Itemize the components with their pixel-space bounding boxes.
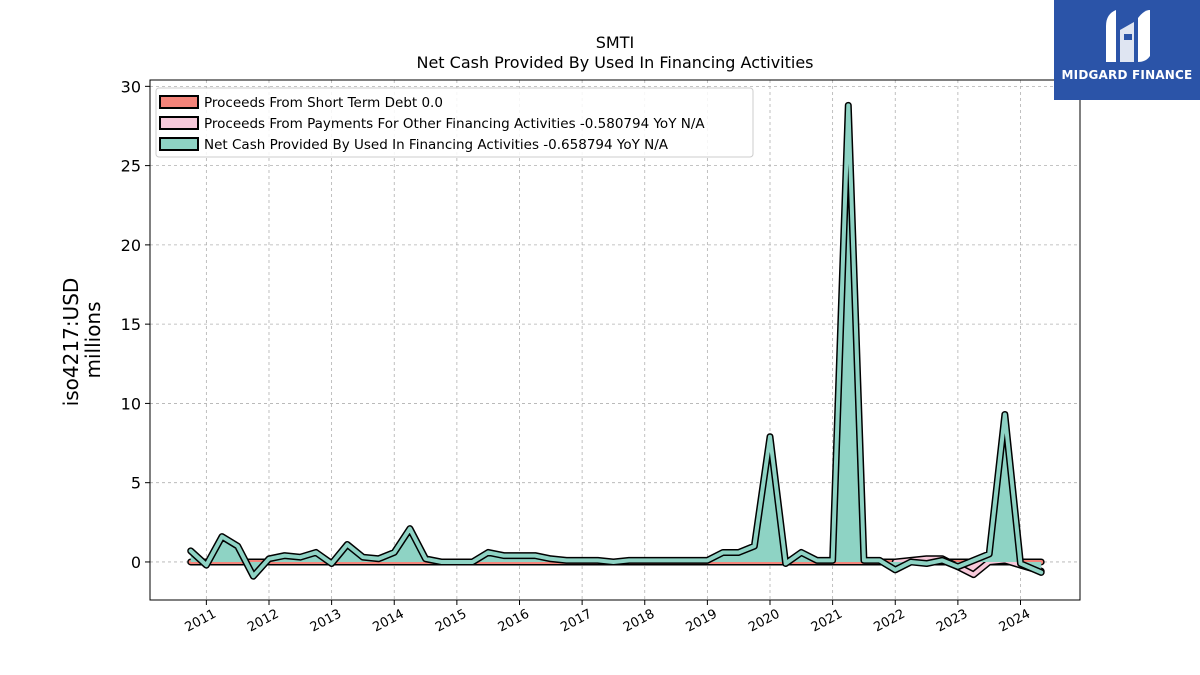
chart-title: SMTI bbox=[596, 33, 634, 52]
y-axis-unit-label: millions bbox=[81, 301, 105, 378]
series-line-outline-net_financing bbox=[187, 101, 1045, 580]
legend-label-short_term_debt: Proceeds From Short Term Debt 0.0 bbox=[204, 95, 443, 111]
x-tick-label: 2012 bbox=[245, 607, 281, 636]
x-tick-label: 2015 bbox=[433, 607, 469, 636]
legend-label-other_financing: Proceeds From Payments For Other Financi… bbox=[204, 116, 705, 132]
grid bbox=[150, 80, 1080, 600]
x-tick-label: 2016 bbox=[496, 607, 532, 636]
x-tick-label: 2021 bbox=[809, 607, 845, 636]
series-area-other_financing bbox=[895, 558, 1042, 575]
x-tick-label: 2022 bbox=[871, 607, 907, 636]
legend: Proceeds From Short Term Debt 0.0 Proceed… bbox=[155, 87, 754, 158]
legend-swatch-other_financing bbox=[159, 116, 199, 130]
legend-swatch-net_financing bbox=[159, 137, 199, 151]
x-tick-label: 2019 bbox=[684, 607, 720, 636]
chart-subtitle: Net Cash Provided By Used In Financing A… bbox=[416, 53, 813, 72]
legend-label-net_financing: Net Cash Provided By Used In Financing A… bbox=[204, 137, 669, 153]
y-axis-label: iso4217:USD bbox=[59, 278, 83, 407]
x-tick-label: 2024 bbox=[997, 607, 1033, 636]
brand-logo: MIDGARD FINANCE bbox=[1054, 0, 1200, 100]
y-tick-label: 10 bbox=[121, 394, 141, 413]
series-area-net_financing bbox=[190, 105, 1042, 577]
x-tick-label: 2018 bbox=[621, 607, 657, 636]
y-tick-label: 25 bbox=[121, 157, 141, 176]
x-tick-label: 2014 bbox=[370, 607, 406, 636]
x-tick-label: 2020 bbox=[746, 607, 782, 636]
x-tick-label: 2023 bbox=[934, 607, 970, 636]
y-tick-label: 5 bbox=[131, 474, 141, 493]
legend-swatch-short_term_debt bbox=[159, 95, 199, 109]
series-area bbox=[187, 101, 1045, 580]
brand-logo-text: MIDGARD FINANCE bbox=[1061, 68, 1193, 82]
y-tick-label: 30 bbox=[121, 77, 141, 96]
y-tick-label: 0 bbox=[131, 553, 141, 572]
x-tick-label: 2017 bbox=[558, 607, 594, 636]
legend-box bbox=[155, 87, 754, 158]
plot-frame bbox=[149, 79, 1081, 601]
axes: 0 5 10 15 20 25 30 2011 2012 2013 2014 2015 2016 2017… bbox=[121, 77, 1033, 635]
x-tick-label: 2011 bbox=[183, 607, 219, 636]
y-tick-label: 15 bbox=[121, 315, 141, 334]
x-tick-label: 2013 bbox=[308, 607, 344, 636]
y-tick-label: 20 bbox=[121, 236, 141, 255]
series-line-net_financing bbox=[188, 103, 1044, 579]
midgard-logo-icon bbox=[1106, 10, 1150, 62]
